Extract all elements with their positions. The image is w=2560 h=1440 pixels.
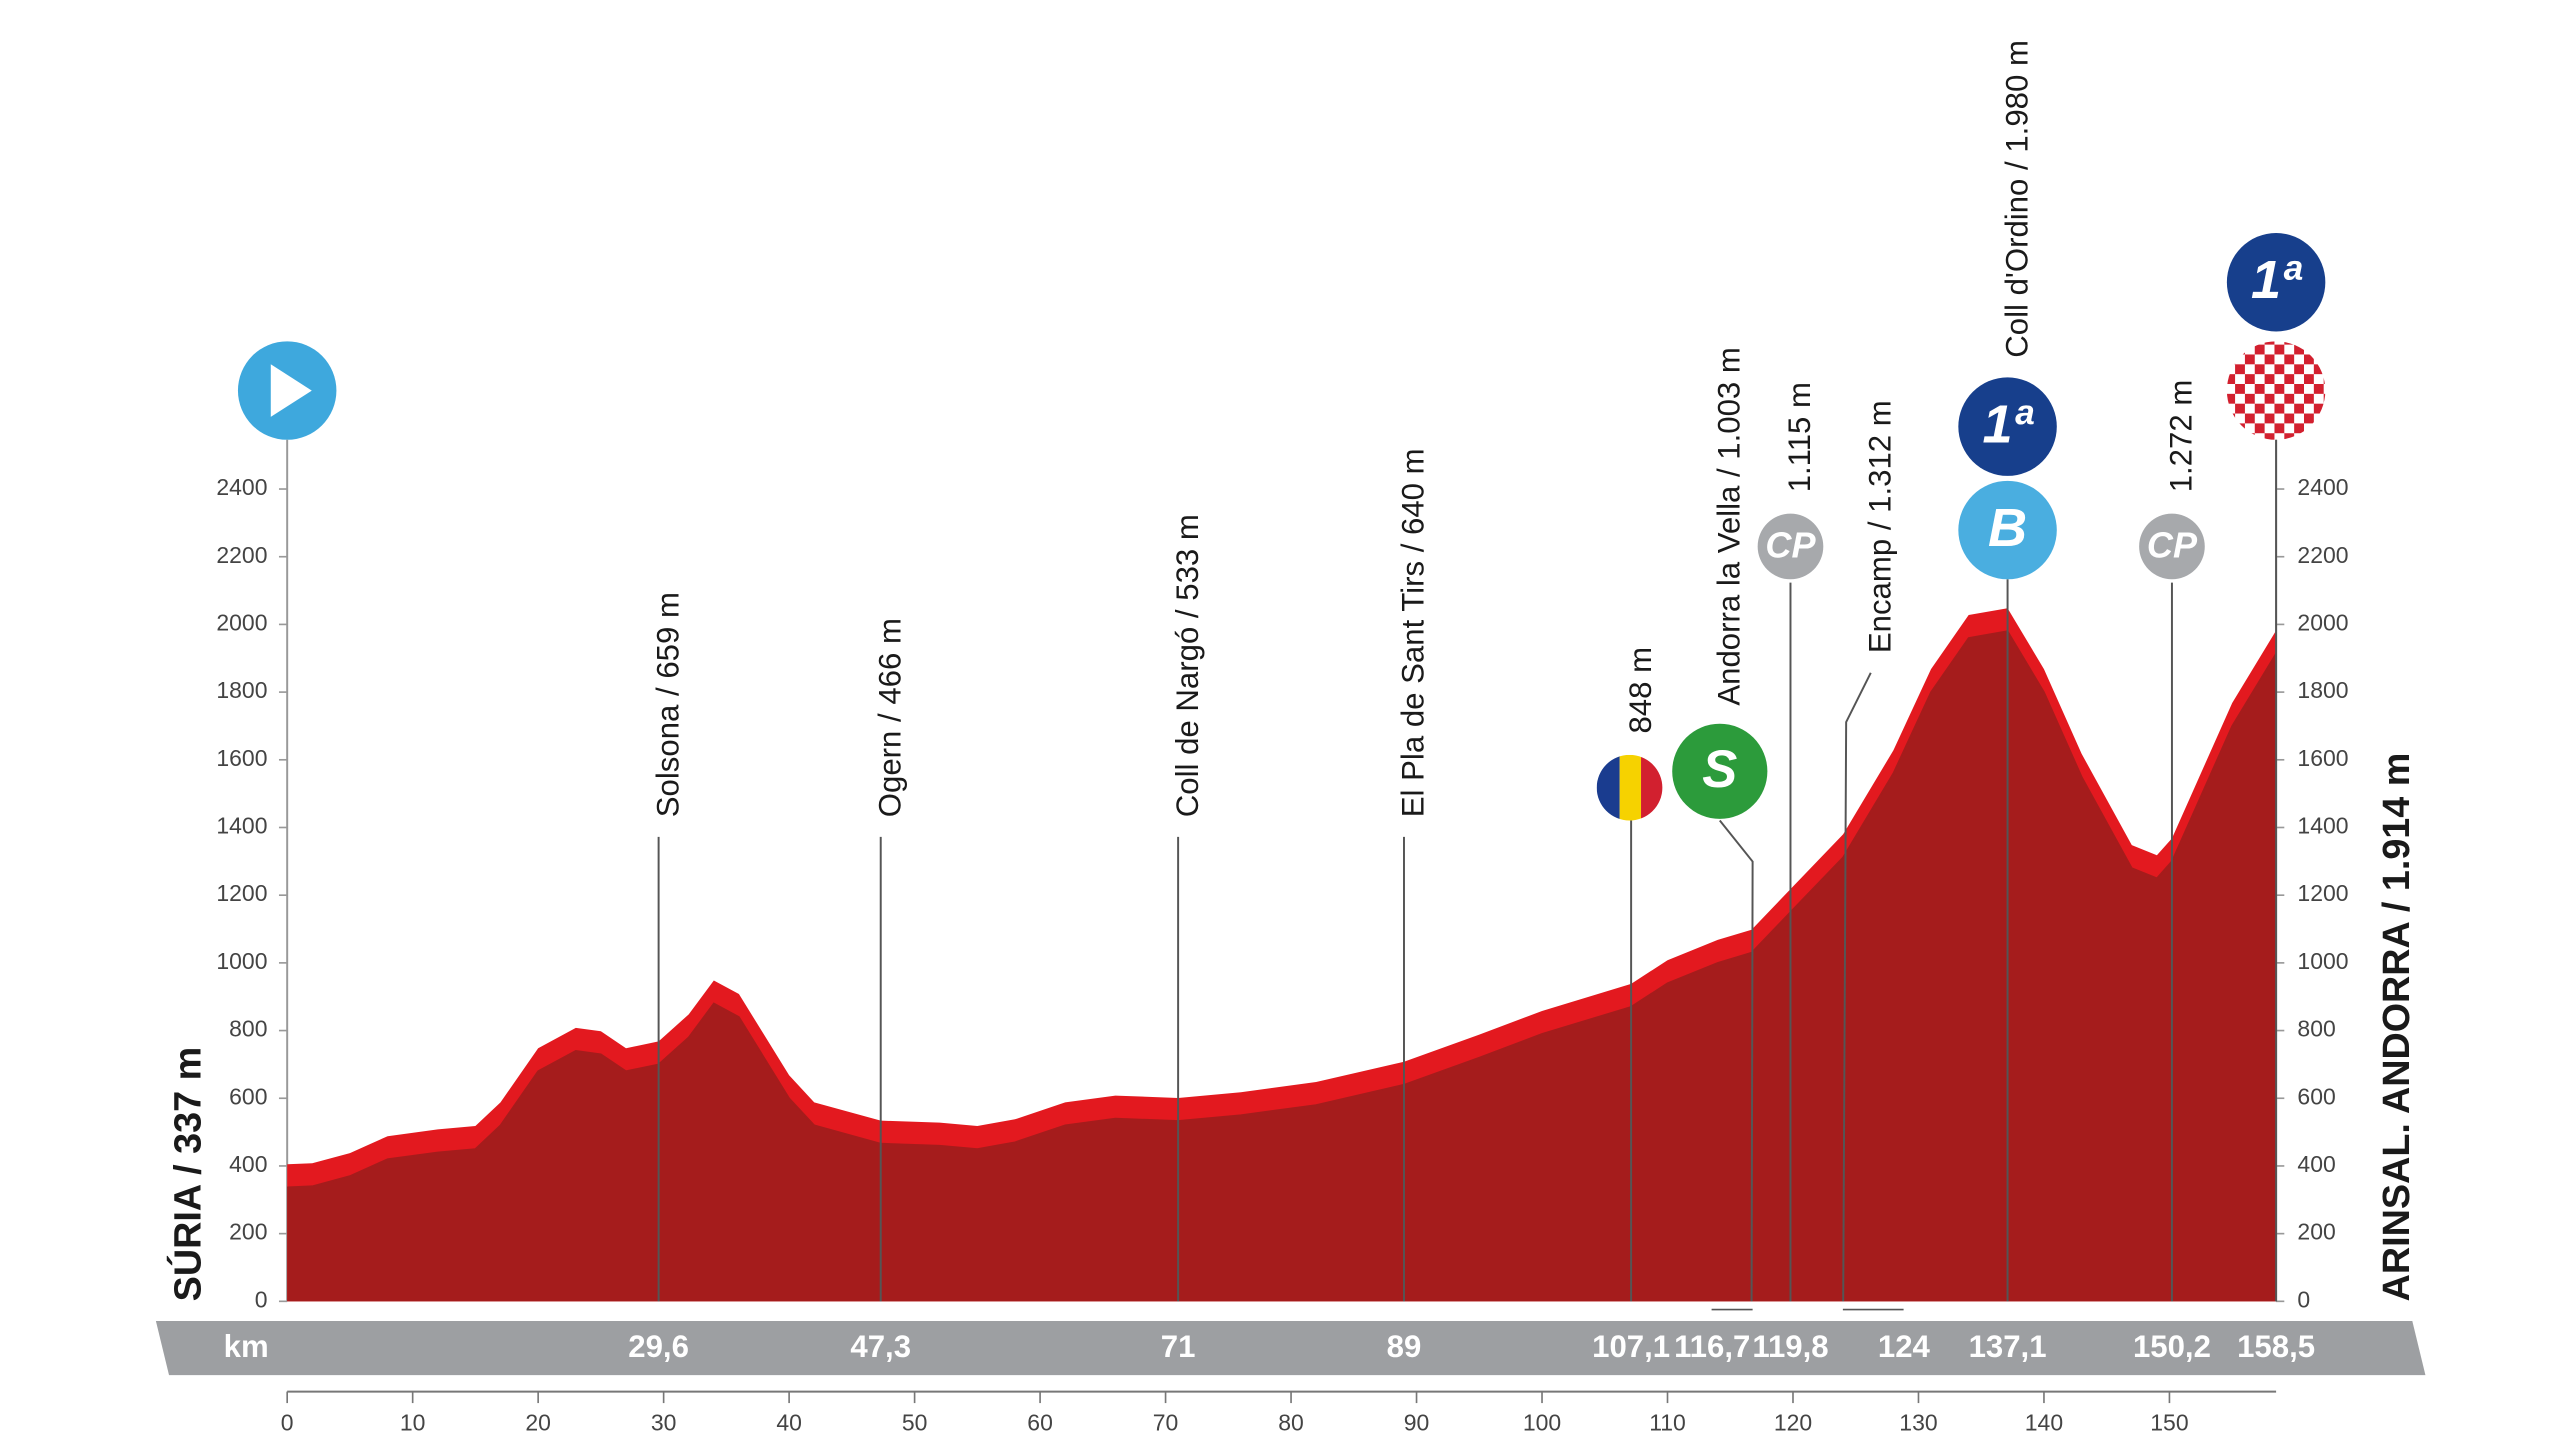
badge-text: 1ª	[1982, 395, 2034, 455]
flag-icon	[1596, 754, 1663, 821]
x-tick-label: 130	[1899, 1409, 1937, 1435]
badge-text: S	[1702, 740, 1737, 799]
x-tick-label: 70	[1153, 1409, 1179, 1435]
badge-text: CP	[2147, 525, 2198, 566]
km-label: 124	[1878, 1329, 1931, 1364]
x-tick-label: 60	[1027, 1409, 1053, 1435]
x-tick-label: 150	[2150, 1409, 2188, 1435]
waypoint-label: 848 m	[1623, 647, 1658, 734]
waypoint-label: Ogern / 466 m	[872, 618, 907, 817]
waypoint-label: 1.272 m	[2164, 380, 2199, 493]
km-band-label: km	[224, 1329, 269, 1364]
badge	[1958, 480, 2057, 580]
y-tick-label-right: 200	[2297, 1219, 2335, 1245]
y-tick-label-right: 800	[2297, 1016, 2335, 1042]
badge	[1958, 377, 2057, 476]
km-band	[155, 1321, 2426, 1376]
km-label: 116,7	[1674, 1329, 1750, 1364]
y-tick-label-right: 0	[2297, 1286, 2310, 1312]
y-tick-label: 1200	[216, 880, 267, 906]
km-label: 71	[1161, 1329, 1196, 1364]
y-tick-label: 400	[229, 1151, 267, 1177]
waypoint-label: El Pla de Sant Tirs / 640 m	[1396, 448, 1431, 817]
x-tick-label: 140	[2025, 1409, 2063, 1435]
waypoint-line	[1719, 819, 1754, 1302]
km-label: 158,5	[2237, 1329, 2315, 1364]
y-tick-label: 2200	[216, 542, 267, 568]
km-label: 89	[1387, 1329, 1422, 1364]
y-tick-label-right: 2400	[2297, 474, 2348, 500]
km-label: 47,3	[850, 1329, 911, 1364]
y-tick-label-right: 1600	[2297, 745, 2348, 771]
waypoint-line	[1842, 672, 1872, 1302]
y-tick-label: 1800	[216, 677, 267, 703]
badge	[1672, 723, 1768, 819]
badge	[2226, 233, 2326, 332]
y-tick-label-right: 1200	[2297, 880, 2348, 906]
x-tick-label: 30	[651, 1409, 677, 1435]
x-tick-label: 80	[1278, 1409, 1304, 1435]
x-tick-label: 100	[1523, 1409, 1561, 1435]
x-tick-label: 10	[400, 1409, 426, 1435]
x-tick-label: 0	[281, 1409, 294, 1435]
y-tick-label-right: 2000	[2297, 609, 2348, 635]
waypoint-label: Coll d'Ordino / 1.980 m	[1999, 40, 2034, 358]
badge-text: 1ª	[2251, 250, 2303, 310]
waypoint-label: Andorra la Vella / 1.003 m	[1712, 347, 1747, 706]
start-icon	[237, 341, 337, 440]
y-tick-label: 1600	[216, 745, 267, 771]
km-label: 107,1	[1592, 1329, 1670, 1364]
x-tick-label: 90	[1404, 1409, 1430, 1435]
y-tick-label-right: 2200	[2297, 542, 2348, 568]
y-tick-label-right: 1000	[2297, 948, 2348, 974]
profile-line	[287, 630, 2277, 1189]
waypoint-label: Coll de Nargó / 533 m	[1170, 514, 1205, 817]
waypoint-label: Encamp / 1.312 m	[1862, 400, 1897, 653]
y-tick-label: 200	[229, 1219, 267, 1245]
y-tick-label-right: 400	[2297, 1151, 2335, 1177]
profile-area	[287, 631, 2277, 1302]
y-tick-label: 2000	[216, 609, 267, 635]
x-tick-label: 50	[902, 1409, 928, 1435]
km-label: 150,2	[2133, 1329, 2211, 1364]
badge	[1757, 513, 1824, 580]
y-tick-label-right: 1800	[2297, 677, 2348, 703]
x-tick-label: 40	[776, 1409, 802, 1435]
km-label: 137,1	[1969, 1329, 2047, 1364]
waypoint-label: 1.115 m	[1782, 382, 1817, 492]
finish-icon	[2226, 341, 2326, 440]
x-tick-label: 120	[1774, 1409, 1812, 1435]
waypoint-label: Solsona / 659 m	[650, 592, 685, 817]
x-tick-label: 20	[525, 1409, 551, 1435]
y-tick-label: 800	[229, 1016, 267, 1042]
badge	[2139, 513, 2205, 580]
finish-label: ARINSAL. ANDORRA / 1.914 m	[2375, 753, 2417, 1302]
y-tick-label: 1000	[216, 948, 267, 974]
badge-text: CP	[1765, 525, 1816, 566]
y-tick-label: 2400	[216, 474, 267, 500]
km-label: 119,8	[1752, 1329, 1828, 1364]
badge-text: B	[1988, 498, 2027, 558]
x-tick-label: 110	[1649, 1409, 1686, 1435]
y-tick-label: 1400	[216, 813, 267, 839]
y-tick-label: 600	[229, 1083, 267, 1109]
y-tick-label: 0	[255, 1286, 268, 1312]
y-tick-label-right: 1400	[2297, 813, 2348, 839]
start-label: SÚRIA / 337 m	[166, 1047, 208, 1301]
y-tick-label-right: 600	[2297, 1083, 2335, 1109]
km-label: 29,6	[628, 1329, 689, 1364]
